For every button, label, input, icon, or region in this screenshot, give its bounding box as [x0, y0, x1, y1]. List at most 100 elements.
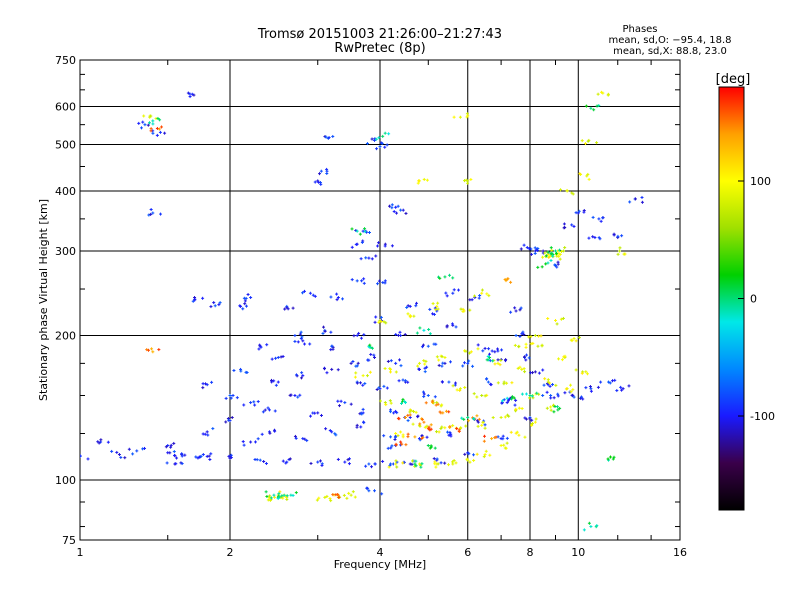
- echo-point: [406, 312, 410, 316]
- echo-point: [510, 381, 514, 385]
- echo-point: [329, 295, 333, 299]
- echo-point: [241, 307, 245, 311]
- echo-point: [533, 251, 537, 255]
- echo-point: [472, 417, 476, 421]
- echo-point: [552, 410, 556, 414]
- echo-point: [464, 349, 468, 353]
- echo-point: [416, 414, 420, 418]
- echo-point: [404, 379, 408, 383]
- echo-point: [409, 409, 413, 413]
- echo-point: [146, 123, 150, 127]
- echo-point: [188, 95, 192, 99]
- echo-point: [370, 346, 374, 350]
- echo-point: [328, 497, 332, 501]
- echo-point: [380, 492, 384, 496]
- echo-point: [607, 380, 611, 384]
- echo-point: [433, 446, 437, 450]
- echo-point: [256, 437, 260, 441]
- echo-point: [330, 367, 334, 371]
- echo-point: [273, 495, 277, 499]
- echo-point: [252, 400, 256, 404]
- echo-point: [96, 440, 100, 444]
- echo-point: [507, 414, 511, 418]
- echo-point: [355, 229, 359, 233]
- echo-point: [283, 307, 287, 311]
- echo-point: [142, 114, 146, 118]
- echo-point: [359, 336, 363, 340]
- echo-point: [438, 410, 442, 414]
- echo-point: [556, 392, 560, 396]
- echo-point: [425, 365, 429, 369]
- echo-point: [301, 291, 305, 295]
- echo-point: [278, 490, 282, 494]
- echo-point: [288, 393, 292, 397]
- echo-point: [209, 452, 213, 456]
- echo-point: [593, 236, 597, 240]
- echo-point: [574, 211, 578, 215]
- echo-point: [389, 435, 393, 439]
- echo-point: [463, 361, 467, 365]
- echo-point: [612, 455, 616, 459]
- echo-point: [390, 203, 394, 207]
- echo-point: [378, 145, 382, 149]
- echo-point: [452, 459, 456, 463]
- echo-point: [386, 359, 390, 363]
- echo-point: [320, 463, 324, 467]
- echo-point: [477, 296, 481, 300]
- echo-point: [322, 325, 326, 329]
- echo-point: [520, 392, 524, 396]
- echo-point: [403, 333, 407, 337]
- echo-point: [505, 381, 509, 385]
- echo-point: [569, 383, 573, 387]
- echo-point: [496, 347, 500, 351]
- echo-point: [559, 188, 563, 192]
- echo-point: [491, 416, 495, 420]
- echo-point: [587, 177, 591, 181]
- echo-point: [485, 377, 489, 381]
- echo-point: [467, 452, 471, 456]
- echo-point: [80, 454, 82, 458]
- echo-point: [556, 262, 560, 266]
- echo-point: [255, 458, 259, 462]
- echo-point: [541, 249, 545, 253]
- echo-point: [394, 409, 398, 413]
- echo-point: [336, 457, 340, 461]
- echo-point: [342, 493, 346, 497]
- y-axis-label: Stationary phase Virtual Height [km]: [37, 199, 50, 401]
- echo-point: [570, 223, 574, 227]
- echo-point: [157, 348, 161, 352]
- echo-point: [436, 462, 440, 466]
- echo-point: [291, 493, 295, 497]
- echo-point: [331, 134, 335, 138]
- y-tick-label: 200: [55, 330, 76, 343]
- echo-point: [393, 437, 397, 441]
- echo-point: [325, 494, 329, 498]
- echo-point: [256, 400, 260, 404]
- echo-point: [242, 443, 246, 447]
- echo-point: [343, 401, 347, 405]
- echo-point: [452, 115, 456, 119]
- echo-point: [414, 304, 418, 308]
- echo-point: [151, 131, 155, 135]
- echo-point: [502, 382, 506, 386]
- echo-point: [201, 453, 205, 457]
- echo-point: [396, 333, 400, 337]
- echo-point: [367, 489, 371, 493]
- x-tick-label: 10: [571, 546, 585, 559]
- echo-point: [349, 402, 353, 406]
- echo-point: [173, 453, 177, 457]
- echo-point: [117, 453, 121, 457]
- echo-point: [163, 131, 167, 135]
- echo-point: [276, 380, 280, 384]
- echo-point: [496, 381, 500, 385]
- echo-point: [549, 252, 553, 256]
- echo-point: [448, 431, 452, 435]
- echo-point: [463, 452, 467, 456]
- echo-point: [454, 461, 458, 465]
- echo-point: [386, 446, 390, 450]
- echo-point: [418, 422, 422, 426]
- echo-point: [175, 456, 179, 460]
- echo-point: [372, 353, 376, 357]
- echo-point: [514, 407, 518, 411]
- echo-point: [457, 428, 461, 432]
